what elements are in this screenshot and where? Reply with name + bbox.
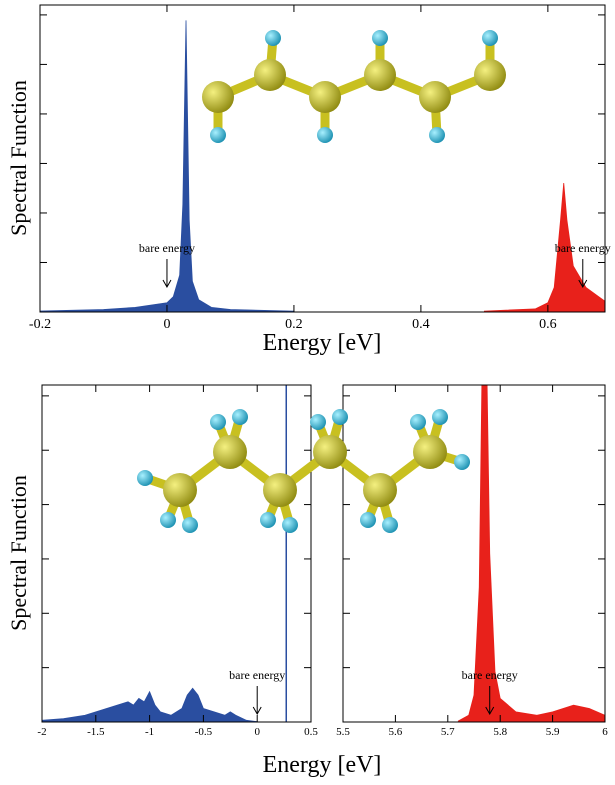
atom <box>265 30 281 46</box>
x-axis-label: Energy [eV] <box>263 330 382 356</box>
x-tick-label: 5.9 <box>546 726 560 738</box>
x-tick-label: 5.5 <box>336 726 350 738</box>
atom <box>364 59 396 91</box>
x-tick-label: 0 <box>163 317 170 332</box>
x-tick-label: 0.4 <box>412 317 430 332</box>
atom <box>254 59 286 91</box>
atom <box>160 512 176 528</box>
atom <box>410 414 426 430</box>
atom <box>482 30 498 46</box>
x-tick-label: -1.5 <box>87 726 105 738</box>
atom <box>202 81 234 113</box>
atom <box>413 435 447 469</box>
atom <box>260 512 276 528</box>
x-tick-label: 6 <box>602 726 608 738</box>
atom <box>282 517 298 533</box>
atom <box>372 30 388 46</box>
x-tick-label: 5.8 <box>493 726 507 738</box>
x-tick-label: -0.5 <box>195 726 213 738</box>
atom <box>310 414 326 430</box>
x-tick-label: 0.5 <box>304 726 318 738</box>
x-tick-label: 0.6 <box>539 317 557 332</box>
x-tick-label: 5.6 <box>389 726 403 738</box>
plot-frame <box>40 5 605 312</box>
atom <box>432 409 448 425</box>
atom <box>429 127 445 143</box>
annotation: bare energy <box>139 241 195 255</box>
x-tick-label: 0 <box>254 726 260 738</box>
atom <box>232 409 248 425</box>
atom <box>309 81 341 113</box>
annotation: bare energy <box>462 668 518 682</box>
atom <box>363 473 397 507</box>
atom <box>137 470 153 486</box>
atom <box>474 59 506 91</box>
annotation: bare energy <box>229 668 285 682</box>
y-axis-label: Spectral Function <box>6 80 31 236</box>
x-tick-label: 5.7 <box>441 726 455 738</box>
atom <box>182 517 198 533</box>
atom <box>210 414 226 430</box>
x-tick-label: -2 <box>37 726 46 738</box>
atom <box>317 127 333 143</box>
atom <box>263 473 297 507</box>
y-axis-label: Spectral Function <box>6 475 31 631</box>
atom <box>163 473 197 507</box>
x-tick-label: -1 <box>145 726 154 738</box>
atom <box>332 409 348 425</box>
atom <box>360 512 376 528</box>
annotation: bare energy <box>555 241 611 255</box>
atom <box>213 435 247 469</box>
atom <box>210 127 226 143</box>
x-tick-label: -0.2 <box>29 317 51 332</box>
figure: -0.200.20.40.6Energy [eV]Spectral Functi… <box>0 0 615 785</box>
x-axis-label: Energy [eV] <box>263 752 382 778</box>
atom <box>313 435 347 469</box>
atom <box>419 81 451 113</box>
atom <box>382 517 398 533</box>
atom <box>454 454 470 470</box>
